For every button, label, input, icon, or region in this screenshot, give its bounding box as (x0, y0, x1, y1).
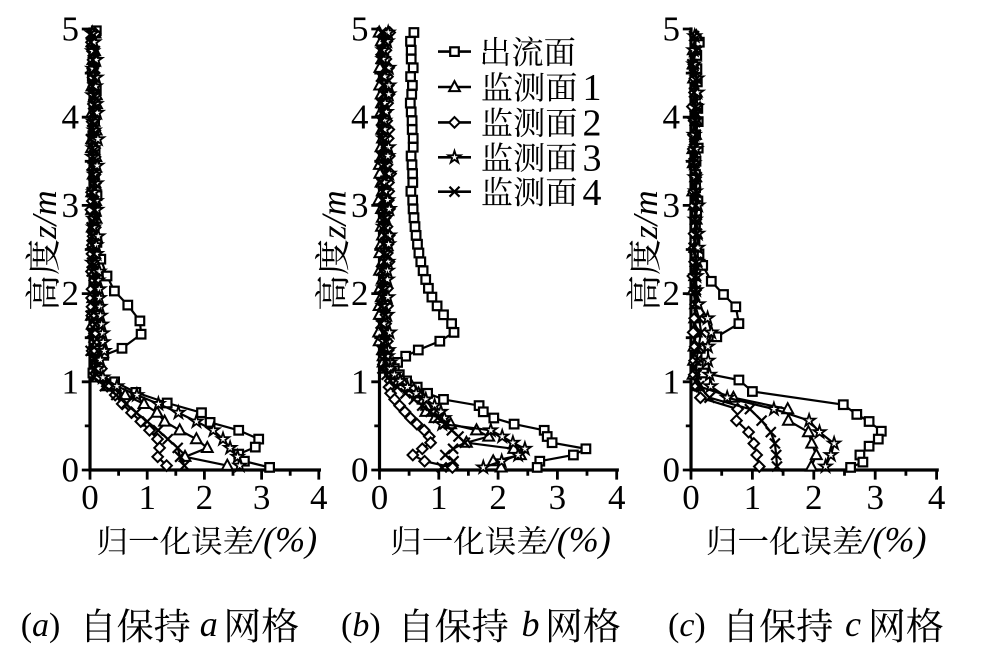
svg-text:b: b (522, 604, 540, 644)
svg-text:1: 1 (138, 478, 156, 517)
svg-text:0: 0 (62, 451, 80, 490)
svg-text:z/m: z/m (626, 190, 665, 240)
svg-text:/(%): /(%) (861, 520, 927, 560)
svg-text:2: 2 (663, 274, 681, 313)
svg-text:a: a (200, 604, 218, 644)
svg-text:1: 1 (351, 362, 369, 401)
svg-text:3: 3 (583, 138, 602, 180)
svg-text:0: 0 (371, 478, 389, 517)
svg-text:(c): (c) (668, 607, 706, 644)
svg-text:(a): (a) (21, 607, 61, 644)
svg-text:4: 4 (583, 172, 602, 214)
svg-text:c: c (845, 604, 861, 644)
svg-text:0: 0 (682, 478, 700, 517)
svg-text:5: 5 (351, 10, 369, 49)
svg-text:3: 3 (663, 186, 681, 225)
svg-text:2: 2 (489, 478, 507, 517)
svg-text:/(%): /(%) (545, 520, 611, 560)
svg-text:3: 3 (351, 186, 369, 225)
svg-text:2: 2 (62, 274, 80, 313)
svg-text:(b): (b) (341, 607, 381, 644)
svg-text:2: 2 (351, 274, 369, 313)
svg-text:4: 4 (928, 478, 946, 517)
svg-text:1: 1 (744, 478, 762, 517)
svg-text:3: 3 (253, 478, 271, 517)
svg-text:2: 2 (805, 478, 823, 517)
svg-text:z/m: z/m (315, 190, 354, 240)
svg-text:4: 4 (62, 98, 80, 137)
svg-text:1: 1 (663, 362, 681, 401)
svg-text:z/m: z/m (25, 190, 64, 240)
svg-text:2: 2 (583, 103, 602, 145)
svg-text:3: 3 (549, 478, 567, 517)
svg-text:0: 0 (663, 451, 681, 490)
svg-text:2: 2 (196, 478, 214, 517)
svg-text:0: 0 (81, 478, 99, 517)
svg-text:3: 3 (866, 478, 884, 517)
svg-text:3: 3 (62, 186, 80, 225)
svg-text:1: 1 (430, 478, 448, 517)
svg-text:5: 5 (62, 10, 80, 49)
svg-text:4: 4 (608, 478, 626, 517)
svg-text:4: 4 (663, 98, 681, 137)
svg-text:5: 5 (663, 10, 681, 49)
svg-text:4: 4 (351, 98, 369, 137)
svg-text:/(%): /(%) (251, 520, 317, 560)
svg-text:1: 1 (62, 362, 80, 401)
svg-text:0: 0 (351, 451, 369, 490)
svg-text:1: 1 (583, 67, 602, 109)
svg-text:4: 4 (310, 478, 328, 517)
